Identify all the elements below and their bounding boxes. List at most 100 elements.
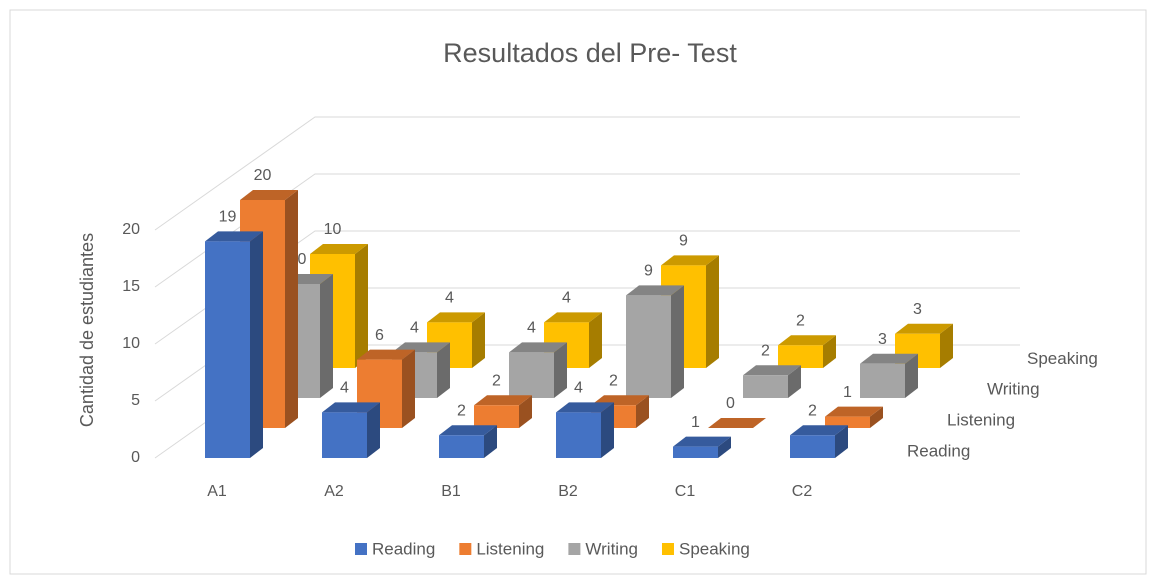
bar-face: [790, 435, 835, 458]
bar-face: [474, 395, 532, 406]
grid-line: [154, 116, 1020, 231]
bar-face: [636, 395, 649, 428]
bar-face: [310, 244, 368, 254]
depth-tick-label: Listening: [947, 411, 1015, 430]
x-tick-label: C2: [792, 483, 813, 500]
data-label: 4: [574, 380, 583, 397]
bar-face: [322, 412, 367, 458]
data-label: 0: [726, 395, 735, 412]
bar-face: [661, 255, 719, 266]
bar-face: [484, 425, 497, 458]
depth-tick-label: Writing: [987, 380, 1040, 399]
depth-tick-label: Speaking: [1027, 349, 1098, 368]
data-label: 9: [644, 263, 653, 280]
legend-swatch: [355, 543, 367, 555]
data-label: 2: [808, 402, 817, 419]
bar-face: [790, 425, 848, 436]
y-tick-label: 5: [131, 392, 140, 409]
legend-label: Writing: [585, 539, 638, 558]
chart-title: Resultados del Pre- Test: [443, 38, 737, 68]
bar-face: [439, 435, 484, 458]
bar: [708, 418, 766, 428]
bar: [825, 406, 883, 428]
bar-face: [554, 342, 567, 398]
bar-face: [601, 402, 614, 458]
bar: [509, 342, 567, 398]
data-label: 4: [562, 290, 571, 307]
bar-face: [250, 231, 263, 458]
data-label: 4: [410, 320, 419, 337]
legend-swatch: [459, 543, 472, 555]
legend-label: Speaking: [679, 539, 750, 558]
data-label: 19: [219, 209, 237, 226]
bar: [205, 231, 263, 458]
data-label: 4: [527, 320, 536, 337]
bar-face: [626, 285, 684, 296]
bar-face: [509, 342, 567, 353]
bar-face: [285, 190, 298, 428]
bar: [778, 335, 836, 368]
data-label: 3: [913, 301, 922, 318]
data-label: 4: [445, 290, 454, 307]
chart-frame: [9, 9, 1147, 575]
bar-face: [778, 335, 836, 346]
data-label: 9: [679, 233, 688, 250]
data-label: 2: [796, 312, 805, 329]
bar-face: [825, 416, 870, 428]
data-label: 3: [878, 331, 887, 348]
bar-face: [205, 241, 250, 458]
y-tick-label: 10: [122, 335, 140, 352]
data-label: 2: [761, 342, 770, 359]
legend-label: Listening: [476, 539, 544, 558]
bar-face: [556, 412, 601, 458]
bar-face: [940, 323, 953, 368]
bar-face: [472, 312, 485, 368]
bar-face: [708, 418, 766, 428]
bar: [743, 365, 801, 398]
data-label: 20: [254, 167, 272, 184]
x-tick-label: B2: [558, 483, 578, 500]
bar-face: [357, 349, 415, 360]
bar-face: [509, 352, 554, 398]
bar-face: [778, 345, 823, 368]
bar-face: [860, 363, 905, 398]
bar-face: [322, 402, 380, 413]
legend-swatch: [661, 543, 674, 555]
bar-face: [905, 353, 918, 398]
x-tick-label: B1: [441, 483, 461, 500]
y-axis-label: Cantidad de estudiantes: [77, 233, 97, 427]
bar-face: [355, 244, 368, 368]
bar-face: [402, 349, 415, 428]
bar-face: [673, 446, 718, 458]
data-label: 2: [492, 372, 501, 389]
y-tick-label: 20: [122, 221, 140, 238]
bar: [322, 402, 380, 458]
bar-face: [706, 255, 719, 368]
bar-face: [626, 295, 671, 398]
x-tick-label: C1: [675, 483, 696, 500]
depth-tick-label: Reading: [907, 441, 970, 460]
data-label: 2: [457, 402, 466, 419]
bar-face: [589, 312, 602, 368]
bar-face: [823, 335, 836, 368]
bar-face: [556, 402, 614, 413]
y-tick-label: 15: [122, 278, 140, 295]
bar-face: [743, 365, 801, 376]
x-tick-label: A1: [207, 483, 227, 500]
bar-face: [860, 353, 918, 364]
bar-face: [367, 402, 380, 458]
data-label: 1: [843, 384, 852, 401]
bar-face: [240, 190, 298, 200]
bar: [626, 285, 684, 398]
bar-face: [320, 274, 333, 398]
bar-face: [544, 312, 602, 323]
bar-face: [870, 406, 883, 428]
bar-face: [743, 375, 788, 398]
bar-face: [437, 342, 450, 398]
data-label: 4: [340, 380, 349, 397]
bar-face: [895, 323, 953, 334]
bar-face: [427, 312, 485, 323]
bar-face: [718, 436, 731, 458]
data-label: 1: [691, 414, 700, 431]
legend-label: Reading: [372, 539, 435, 558]
